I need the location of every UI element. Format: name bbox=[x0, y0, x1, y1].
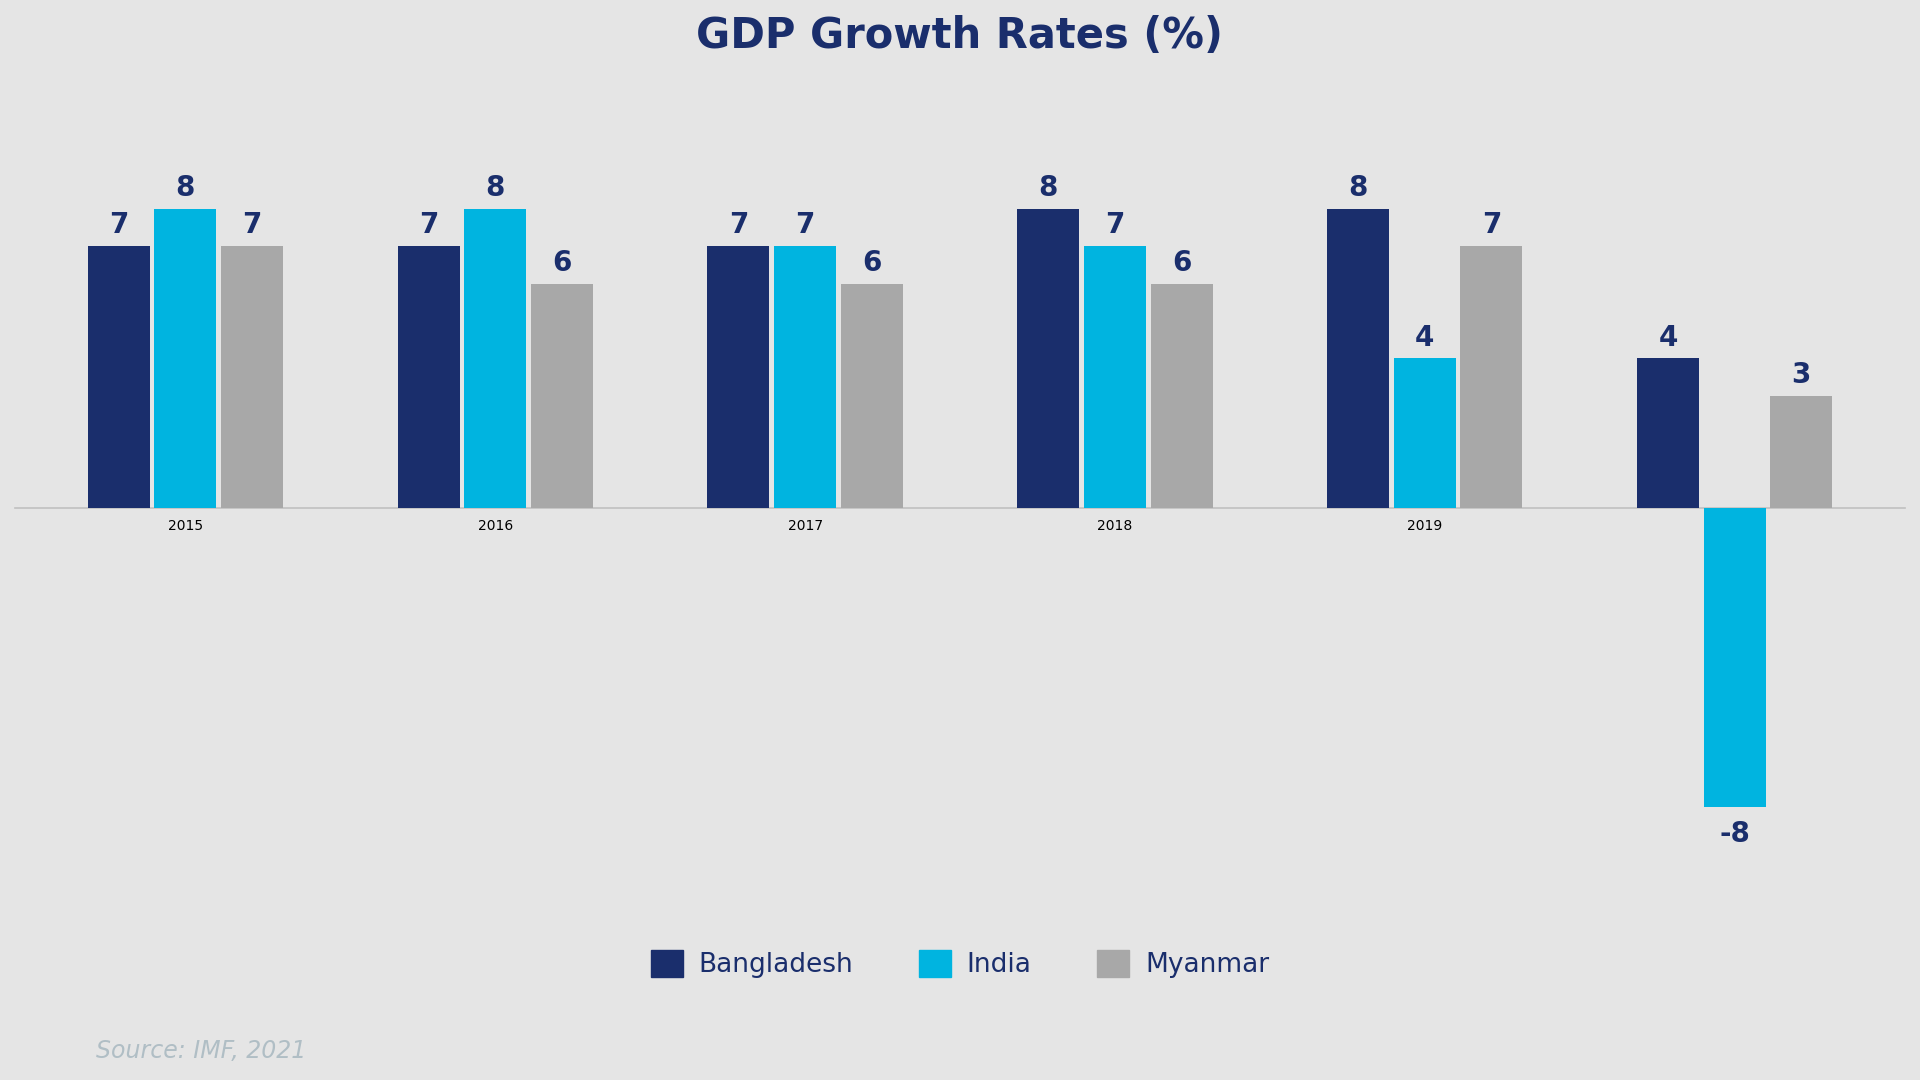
Text: 8: 8 bbox=[1039, 174, 1058, 202]
Bar bbox=[1703, 508, 1766, 807]
Bar bbox=[774, 246, 835, 508]
Legend: Bangladesh, India, Myanmar: Bangladesh, India, Myanmar bbox=[641, 939, 1279, 988]
Text: 8: 8 bbox=[486, 174, 505, 202]
Bar bbox=[1638, 359, 1699, 508]
Text: 4: 4 bbox=[1659, 324, 1678, 352]
Text: 7: 7 bbox=[795, 212, 814, 240]
Text: 7: 7 bbox=[419, 212, 438, 240]
Bar bbox=[841, 284, 902, 508]
Bar bbox=[1770, 395, 1832, 508]
Bar bbox=[707, 246, 770, 508]
Bar bbox=[1394, 359, 1455, 508]
Bar bbox=[1327, 208, 1390, 508]
Text: -8: -8 bbox=[1718, 821, 1749, 848]
Bar bbox=[465, 208, 526, 508]
Text: 7: 7 bbox=[1482, 212, 1501, 240]
Text: 6: 6 bbox=[862, 248, 881, 276]
Text: 4: 4 bbox=[1415, 324, 1434, 352]
Text: 3: 3 bbox=[1791, 361, 1811, 389]
Bar bbox=[397, 246, 459, 508]
Text: 6: 6 bbox=[553, 248, 572, 276]
Text: 8: 8 bbox=[177, 174, 196, 202]
Bar bbox=[1018, 208, 1079, 508]
Text: 6: 6 bbox=[1171, 248, 1190, 276]
Text: 8: 8 bbox=[1348, 174, 1367, 202]
Bar bbox=[88, 246, 150, 508]
Bar bbox=[221, 246, 282, 508]
Bar bbox=[530, 284, 593, 508]
Bar bbox=[1461, 246, 1523, 508]
Bar bbox=[1150, 284, 1213, 508]
Text: 7: 7 bbox=[730, 212, 749, 240]
Text: 7: 7 bbox=[1106, 212, 1125, 240]
Text: 7: 7 bbox=[242, 212, 261, 240]
Bar bbox=[154, 208, 217, 508]
Text: 7: 7 bbox=[109, 212, 129, 240]
Bar bbox=[1085, 246, 1146, 508]
Text: Source: IMF, 2021: Source: IMF, 2021 bbox=[96, 1039, 307, 1064]
Title: GDP Growth Rates (%): GDP Growth Rates (%) bbox=[697, 15, 1223, 57]
